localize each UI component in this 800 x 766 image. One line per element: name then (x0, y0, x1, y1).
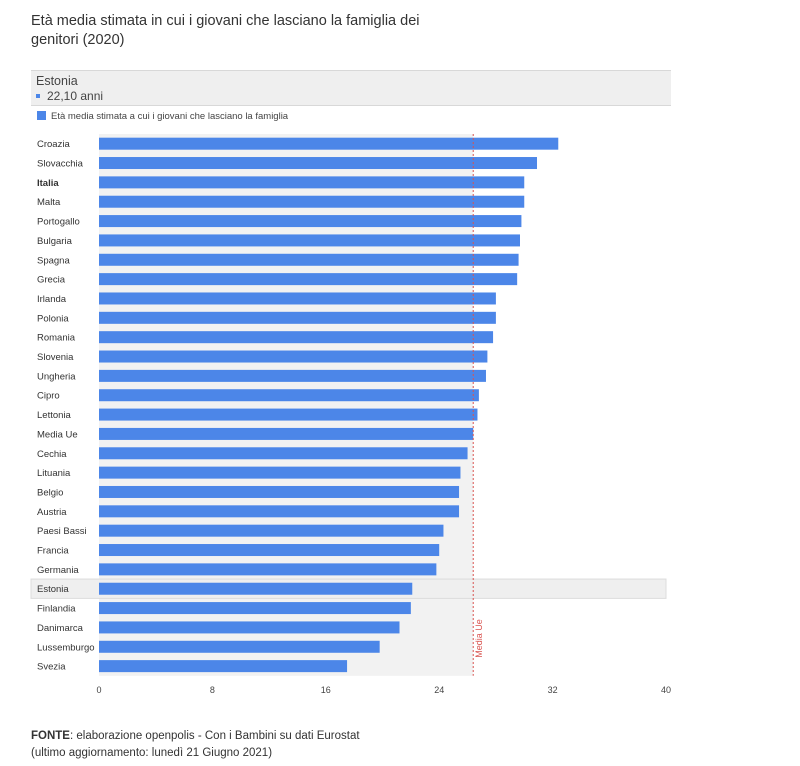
category-label: Slovacchia (37, 159, 84, 170)
category-label: Cipro (37, 391, 60, 402)
legend-swatch (37, 111, 46, 120)
bar (99, 137, 559, 150)
bar (99, 485, 460, 498)
category-label: Finlandia (37, 604, 76, 615)
x-tick-label: 40 (661, 685, 671, 695)
category-label: Austria (37, 507, 67, 518)
reference-line-label: Media Ue (474, 619, 484, 658)
category-label: Grecia (37, 275, 66, 286)
bar (99, 544, 440, 557)
bar (99, 427, 474, 440)
bar (99, 408, 478, 421)
category-label: Croazia (37, 139, 70, 150)
bar (99, 273, 518, 286)
source-updated: (ultimo aggiornamento: lunedì 21 Giugno … (31, 747, 273, 759)
bar (99, 466, 461, 479)
bar (99, 563, 437, 576)
category-label: Romania (37, 333, 76, 344)
category-label: Malta (37, 197, 61, 208)
category-label: Slovenia (37, 352, 74, 363)
tooltip-swatch (36, 94, 40, 98)
category-label: Portogallo (37, 217, 80, 228)
bar (99, 505, 460, 518)
source-note: FONTE: elaborazione openpolis - Con i Ba… (31, 728, 360, 762)
tooltip: Estonia 22,10 anni (31, 70, 671, 106)
category-label: Media Ue (37, 429, 78, 440)
bar (99, 215, 522, 228)
bar (99, 350, 488, 363)
category-label: Lituania (37, 468, 71, 479)
category-label: Ungheria (37, 371, 76, 382)
bar (99, 621, 400, 634)
bar (99, 602, 411, 615)
bar (99, 253, 519, 266)
source-label: FONTE (31, 730, 70, 742)
bar (99, 524, 444, 537)
category-label: Polonia (37, 313, 69, 324)
tooltip-country: Estonia (36, 74, 78, 88)
bar (99, 311, 496, 324)
bar (99, 389, 479, 402)
tooltip-value: 22,10 anni (47, 89, 104, 103)
bar (99, 176, 525, 189)
bar (99, 331, 494, 344)
category-label: Belgio (37, 487, 63, 498)
x-tick-label: 32 (548, 685, 558, 695)
x-tick-label: 0 (96, 685, 101, 695)
chart-title: Età media stimata in cui i giovani che l… (31, 13, 420, 48)
bar (99, 447, 468, 460)
category-label: Lussemburgo (37, 642, 95, 653)
bar (99, 292, 496, 305)
category-label: Germania (37, 565, 79, 576)
category-label: Svezia (37, 662, 66, 673)
category-label: Italia (37, 178, 59, 189)
bar (99, 195, 525, 208)
category-label: Estonia (37, 584, 69, 595)
legend-label: Età media stimata a cui i giovani che la… (51, 111, 289, 122)
category-label: Francia (37, 546, 69, 557)
x-tick-label: 16 (321, 685, 331, 695)
bar (99, 640, 380, 653)
category-label: Cechia (37, 449, 67, 460)
bar (99, 582, 413, 595)
category-label: Spagna (37, 255, 70, 266)
category-label: Paesi Bassi (37, 526, 87, 537)
category-label: Lettonia (37, 410, 72, 421)
source-text: : elaborazione openpolis - Con i Bambini… (69, 730, 360, 742)
category-label: Bulgaria (37, 236, 73, 247)
bar (99, 660, 348, 673)
bar (99, 369, 486, 382)
x-tick-label: 24 (434, 685, 444, 695)
category-label: Danimarca (37, 623, 84, 634)
category-label: Irlanda (37, 294, 67, 305)
bar (99, 157, 538, 170)
x-tick-label: 8 (210, 685, 215, 695)
bar (99, 234, 520, 247)
legend[interactable]: Età media stimata a cui i giovani che la… (37, 111, 288, 122)
